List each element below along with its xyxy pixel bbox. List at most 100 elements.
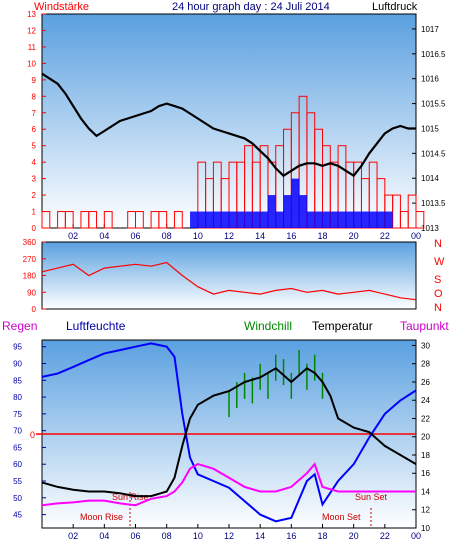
temperature-line: [41, 367, 417, 498]
wind-gust-bar: [338, 211, 346, 228]
wind-gust-bar: [205, 211, 214, 228]
humidity-tick-label: 70: [13, 427, 22, 436]
wind-tick-label: 11: [28, 43, 37, 52]
wind-direction-plot-area: [41, 241, 417, 310]
wind-gust-bar: [190, 211, 198, 228]
temperature-tick-label: 28: [421, 360, 430, 369]
sun-set-annotation: Sun Set: [355, 492, 388, 502]
humidity-tick-label: 75: [13, 410, 22, 419]
pressure-axis-label: Luftdruck: [372, 1, 418, 13]
chart-title: 24 hour graph day : 24 Juli 2014: [172, 1, 330, 13]
wind-gust-bar: [384, 211, 393, 228]
temperature-legend: Temperatur: [312, 319, 373, 333]
wind-speed-bar: [173, 211, 183, 229]
wind-tick-label: 12: [27, 26, 36, 35]
humidity-tick-label: 50: [13, 494, 22, 503]
direction-tick-label: 270: [23, 255, 37, 264]
wind-tick-label: 4: [32, 158, 37, 167]
temp-humidity-x-tick-label: 22: [380, 531, 390, 541]
wind-direction-line: [41, 261, 417, 301]
temp-humidity-x-tick-label: 06: [130, 531, 140, 541]
direction-tick-label: 360: [23, 238, 37, 247]
wind-gust-bar: [314, 211, 323, 228]
compass-label: N: [434, 238, 442, 250]
pressure-line: [41, 72, 416, 178]
wind-gust-bar: [330, 211, 339, 228]
wind-gust-bar: [229, 211, 237, 228]
wind-pressure-x-tick-label: 04: [99, 231, 109, 241]
wind-pressure-x-tick-label: 10: [193, 231, 203, 241]
wind-axis-label: Windstärke: [34, 1, 89, 13]
temp-humidity-x-tick-label: 18: [317, 531, 327, 541]
compass-label: W: [434, 256, 445, 268]
wind-tick-label: 9: [32, 76, 37, 85]
pressure-tick-label: 1013: [421, 224, 439, 233]
temp-humidity-x-tick-label: 14: [255, 531, 265, 541]
wind-gust-bar: [369, 211, 378, 228]
wind-tick-label: 8: [32, 92, 37, 101]
wind-pressure-x-tick-label: 18: [317, 231, 327, 241]
pressure-tick-label: 1015: [421, 124, 439, 133]
wind-pressure-x-tick-label: 12: [224, 231, 234, 241]
wind-tick-label: 6: [32, 125, 37, 134]
direction-tick-label: 90: [27, 288, 36, 297]
wind-gust-bar: [377, 211, 385, 228]
moon-set-annotation: Moon Set: [322, 512, 361, 522]
humidity-tick-label: 55: [13, 477, 22, 486]
wind-pressure-x-tick-label: 00: [411, 231, 421, 241]
wind-gust-bar: [197, 211, 206, 228]
wind-pressure-x-tick-label: 06: [130, 231, 140, 241]
temperature-tick-label: 30: [421, 341, 430, 350]
pressure-tick-label: 1013.5: [421, 199, 446, 208]
humidity-tick-label: 85: [13, 376, 22, 385]
direction-tick-label: 0: [32, 305, 37, 314]
wind-gust-bar: [353, 211, 362, 228]
wind-gust-bar: [221, 211, 229, 228]
humidity-tick-label: 95: [13, 343, 22, 352]
compass-label: S: [434, 274, 441, 286]
humidity-axis-label: Luftfeuchte: [66, 319, 126, 333]
wind-speed-bar: [135, 211, 144, 229]
pressure-tick-label: 1016.5: [421, 50, 446, 59]
compass-label: O: [434, 288, 443, 300]
humidity-tick-label: 45: [13, 511, 22, 520]
wind-tick-label: 0: [32, 224, 37, 233]
wind-gust-bar: [213, 211, 222, 228]
dewpoint-line: [41, 462, 416, 507]
wind-pressure-x-tick-label: 14: [255, 231, 265, 241]
temp-humidity-x-tick-label: 20: [349, 531, 359, 541]
dewpoint-legend: Taupunkt: [400, 319, 449, 333]
wind-gust-bar: [345, 211, 354, 228]
temp-humidity-x-tick-label: 02: [68, 531, 78, 541]
wind-gust-bar: [252, 211, 261, 228]
temp-humidity-x-tick-label: 08: [162, 531, 172, 541]
temperature-tick-label: 16: [421, 469, 430, 478]
temperature-tick-label: 20: [421, 433, 430, 442]
temperature-tick-label: 26: [421, 378, 430, 387]
wind-gust-bar: [299, 195, 307, 228]
wind-speed-bar: [41, 211, 51, 229]
humidity-tick-label: 90: [13, 360, 22, 369]
temp-humidity-x-tick-label: 04: [99, 531, 109, 541]
wind-tick-label: 10: [27, 59, 36, 68]
temperature-tick-label: 24: [421, 396, 430, 405]
humidity-tick-label: 65: [13, 443, 22, 452]
humidity-line: [41, 342, 417, 523]
wind-gust-bar: [244, 211, 253, 228]
wind-speed-bar: [103, 211, 113, 229]
wind-gust-bar: [291, 178, 300, 228]
wind-speed-bar: [64, 211, 74, 229]
humidity-tick-label: 60: [13, 460, 22, 469]
moon-rise-annotation: Moon Rise: [80, 512, 123, 522]
wind-speed-bar: [88, 211, 98, 229]
pressure-tick-label: 1016: [421, 75, 439, 84]
wind-pressure-x-tick-label: 22: [380, 231, 390, 241]
wind-tick-label: 1: [32, 208, 37, 217]
temp-humidity-x-tick-label: 10: [193, 531, 203, 541]
temp-humidity-x-tick-label: 00: [411, 531, 421, 541]
wind-gust-bar: [260, 211, 268, 228]
pressure-tick-label: 1015.5: [421, 100, 446, 109]
wind-pressure-x-tick-label: 02: [68, 231, 78, 241]
